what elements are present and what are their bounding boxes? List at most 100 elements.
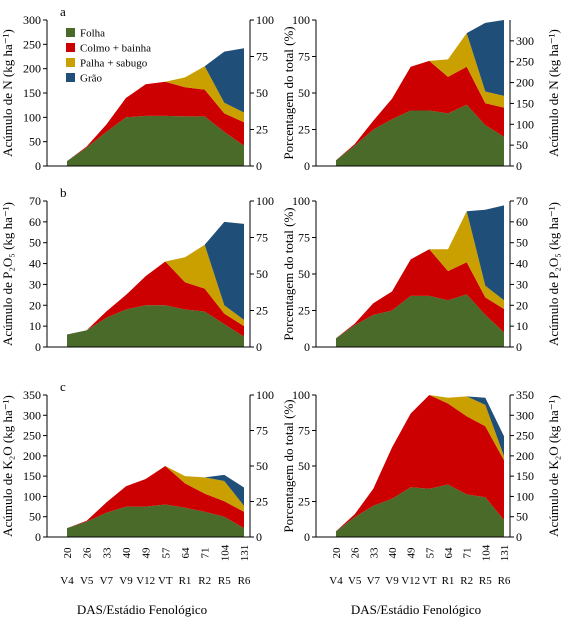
area-right-b-folha — [336, 294, 504, 347]
area-right-a-folha — [336, 104, 504, 166]
x-tick-das: 33 — [101, 547, 113, 559]
area-left-b-gr-o — [67, 221, 244, 335]
x-tick-das: 20 — [331, 547, 343, 559]
area-left-a-gr-o — [67, 48, 244, 162]
x-tick-das: 49 — [406, 547, 418, 559]
x-tick-das: 57 — [160, 547, 172, 559]
y-tick-label: 300 — [23, 13, 41, 27]
x-tick-stage: V9 — [119, 575, 133, 587]
y-tick-label: 75 — [298, 50, 310, 64]
y-axis-title-right: Acúmulo de P₂O₅ (kg ha⁻¹) — [546, 202, 561, 346]
y-tick-label: 50 — [298, 267, 310, 281]
legend-label: Palha + sabugo — [80, 58, 148, 70]
legend-swatch — [66, 43, 75, 52]
y-axis-title-percent: Porcentagem do total (%) — [281, 399, 296, 532]
x-tick-das: 20 — [62, 547, 74, 559]
y-axis-title-right: Acúmulo de N (kg ha⁻¹) — [546, 29, 561, 157]
y-tick-label: 250 — [23, 429, 41, 443]
x-tick-das: 104 — [480, 544, 492, 561]
y-tick-label: 50 — [29, 236, 41, 250]
y-tick-label: 100 — [256, 388, 274, 402]
x-axis-title-right: DAS/Estádio Fenológico — [351, 602, 481, 617]
x-tick-das: 49 — [141, 547, 153, 559]
y-tick-label: 75 — [298, 424, 310, 438]
area-left-c-folha — [67, 504, 244, 537]
y-tick-label: 0 — [35, 340, 41, 354]
y-tick-label: 300 — [516, 408, 534, 422]
y-tick-label: 50 — [256, 459, 268, 473]
y-tick-label: 100 — [516, 489, 534, 503]
y-tick-label: 0 — [35, 530, 41, 544]
x-tick-das: 40 — [387, 547, 399, 559]
x-tick-stage: V5 — [348, 575, 362, 587]
legend-swatch — [66, 58, 75, 67]
x-tick-stage: R6 — [238, 575, 251, 587]
y-axis-title-left: Acúmulo de K₂O (kg ha⁻¹) — [0, 395, 15, 537]
x-tick-das: 71 — [200, 548, 212, 559]
area-right-a-gr-o — [336, 20, 504, 161]
y-tick-label: 50 — [516, 138, 528, 152]
legend-swatch — [66, 73, 75, 82]
y-axis-title-left: Acúmulo de N (kg ha⁻¹) — [0, 29, 15, 157]
x-tick-das: 64 — [443, 547, 455, 559]
y-tick-label: 70 — [29, 194, 41, 208]
y-tick-label: 100 — [23, 110, 41, 124]
x-tick-stage: V12 — [136, 575, 155, 587]
y-tick-label: 75 — [256, 231, 268, 245]
panel-letter: b — [60, 185, 67, 200]
x-tick-stage: R5 — [218, 575, 231, 587]
y-tick-label: 0 — [256, 530, 262, 544]
y-tick-label: 100 — [292, 13, 310, 27]
y-axis-title-percent: Porcentagem do total (%) — [281, 26, 296, 159]
x-tick-stage: V7 — [100, 575, 114, 587]
area-left-c-colmo-bainha — [67, 466, 244, 529]
legend-label: Grão — [80, 73, 102, 85]
y-tick-label: 50 — [516, 236, 528, 250]
y-tick-label: 50 — [298, 86, 310, 100]
y-tick-label: 250 — [516, 55, 534, 69]
y-tick-label: 150 — [23, 86, 41, 100]
y-tick-label: 50 — [256, 86, 268, 100]
y-tick-label: 60 — [29, 215, 41, 229]
y-tick-label: 200 — [516, 449, 534, 463]
x-tick-das: 131 — [499, 545, 511, 562]
y-tick-label: 0 — [304, 530, 310, 544]
y-tick-label: 200 — [23, 62, 41, 76]
y-tick-label: 30 — [29, 277, 41, 291]
y-tick-label: 300 — [516, 34, 534, 48]
x-tick-stage: V7 — [367, 575, 381, 587]
area-right-a-palha-sabugo — [336, 33, 504, 161]
x-tick-stage: V12 — [401, 575, 420, 587]
area-left-b-colmo-bainha — [67, 261, 244, 337]
y-tick-label: 100 — [256, 194, 274, 208]
y-tick-label: 0 — [516, 530, 522, 544]
y-tick-label: 70 — [516, 194, 528, 208]
x-tick-das: 71 — [462, 548, 474, 559]
x-tick-stage: V4 — [60, 575, 74, 587]
x-tick-stage: R1 — [179, 575, 192, 587]
area-right-b-colmo-bainha — [336, 249, 504, 339]
y-tick-label: 200 — [23, 449, 41, 463]
y-tick-label: 50 — [29, 135, 41, 149]
y-tick-label: 250 — [516, 429, 534, 443]
y-tick-label: 50 — [516, 510, 528, 524]
area-right-c-folha — [336, 484, 504, 537]
x-tick-stage: V5 — [80, 575, 94, 587]
x-tick-stage: R1 — [442, 575, 455, 587]
area-right-b-gr-o — [336, 205, 504, 339]
x-tick-das: 57 — [424, 547, 436, 559]
y-tick-label: 0 — [256, 159, 262, 173]
y-tick-label: 20 — [29, 298, 41, 312]
y-tick-label: 50 — [298, 459, 310, 473]
legend-swatch — [66, 28, 75, 37]
area-left-a-colmo-bainha — [67, 81, 244, 162]
y-tick-label: 25 — [298, 123, 310, 137]
y-axis-title-right: Acúmulo de K₂O (kg ha⁻¹) — [546, 395, 561, 537]
area-right-b-palha-sabugo — [336, 211, 504, 339]
y-tick-label: 200 — [516, 76, 534, 90]
y-tick-label: 30 — [516, 277, 528, 291]
x-axis-title-left: DAS/Estádio Fenológico — [77, 602, 207, 617]
panels: 0501001502002503000255075100025507510005… — [0, 4, 561, 587]
x-tick-das: 64 — [180, 547, 192, 559]
area-left-c-palha-sabugo — [67, 466, 244, 529]
